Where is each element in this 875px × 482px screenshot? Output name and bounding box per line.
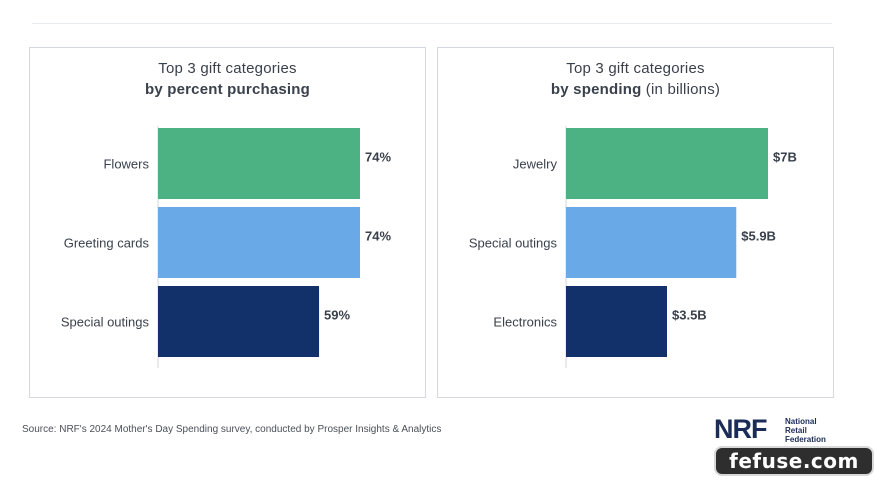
watermark: fefuse.com xyxy=(714,446,874,476)
category-label: Flowers xyxy=(103,157,149,172)
top-divider xyxy=(32,23,832,24)
bar xyxy=(566,128,768,199)
chart-title: Top 3 gift categories by percent purchas… xyxy=(30,58,425,100)
bar xyxy=(158,286,320,357)
bar xyxy=(158,207,360,278)
chart-panel-spending: Top 3 gift categories by spending (in bi… xyxy=(437,47,834,398)
bar xyxy=(566,286,667,357)
nrf-logo-mark: NRF xyxy=(714,414,767,444)
bar xyxy=(566,207,737,278)
category-label: Special outings xyxy=(469,236,558,251)
bar xyxy=(158,128,360,199)
chart-title-rest: (in billions) xyxy=(641,81,721,98)
value-label: $3.5B xyxy=(672,308,707,323)
chart-title-line1: Top 3 gift categories xyxy=(566,60,705,77)
source-note: Source: NRF's 2024 Mother's Day Spending… xyxy=(22,424,442,435)
bar-chart-spending: Jewelry $7B Special outings $5.9B Electronic… xyxy=(469,126,797,368)
value-label: 59% xyxy=(324,308,350,323)
category-label: Greeting cards xyxy=(64,236,150,251)
chart-title-bold: by spending xyxy=(550,81,642,98)
chart-title-line1: Top 3 gift categories xyxy=(158,60,297,77)
value-label: 74% xyxy=(365,150,391,165)
chart-panel-percent-purchasing: Top 3 gift categories by percent purchas… xyxy=(29,47,426,398)
category-label: Special outings xyxy=(61,315,150,330)
nrf-logo-name-line: National xyxy=(785,417,817,426)
value-label: 74% xyxy=(365,229,391,244)
nrf-logo-name-line: Retail xyxy=(785,426,807,435)
category-label: Jewelry xyxy=(513,157,558,172)
value-label: $5.9B xyxy=(741,229,776,244)
chart-title: Top 3 gift categories by spending (in bi… xyxy=(438,58,833,100)
nrf-logo-name-line: Federation xyxy=(785,435,826,444)
bar-chart-percent-purchasing: Flowers 74% Greeting cards 74% Special outin… xyxy=(61,126,391,368)
nrf-logo: NRF National Retail Federation xyxy=(714,412,844,448)
value-label: $7B xyxy=(773,150,797,165)
category-label: Electronics xyxy=(493,315,557,330)
chart-title-bold: by percent purchasing xyxy=(144,81,311,98)
nrf-logo-name: National Retail Federation xyxy=(785,417,845,444)
